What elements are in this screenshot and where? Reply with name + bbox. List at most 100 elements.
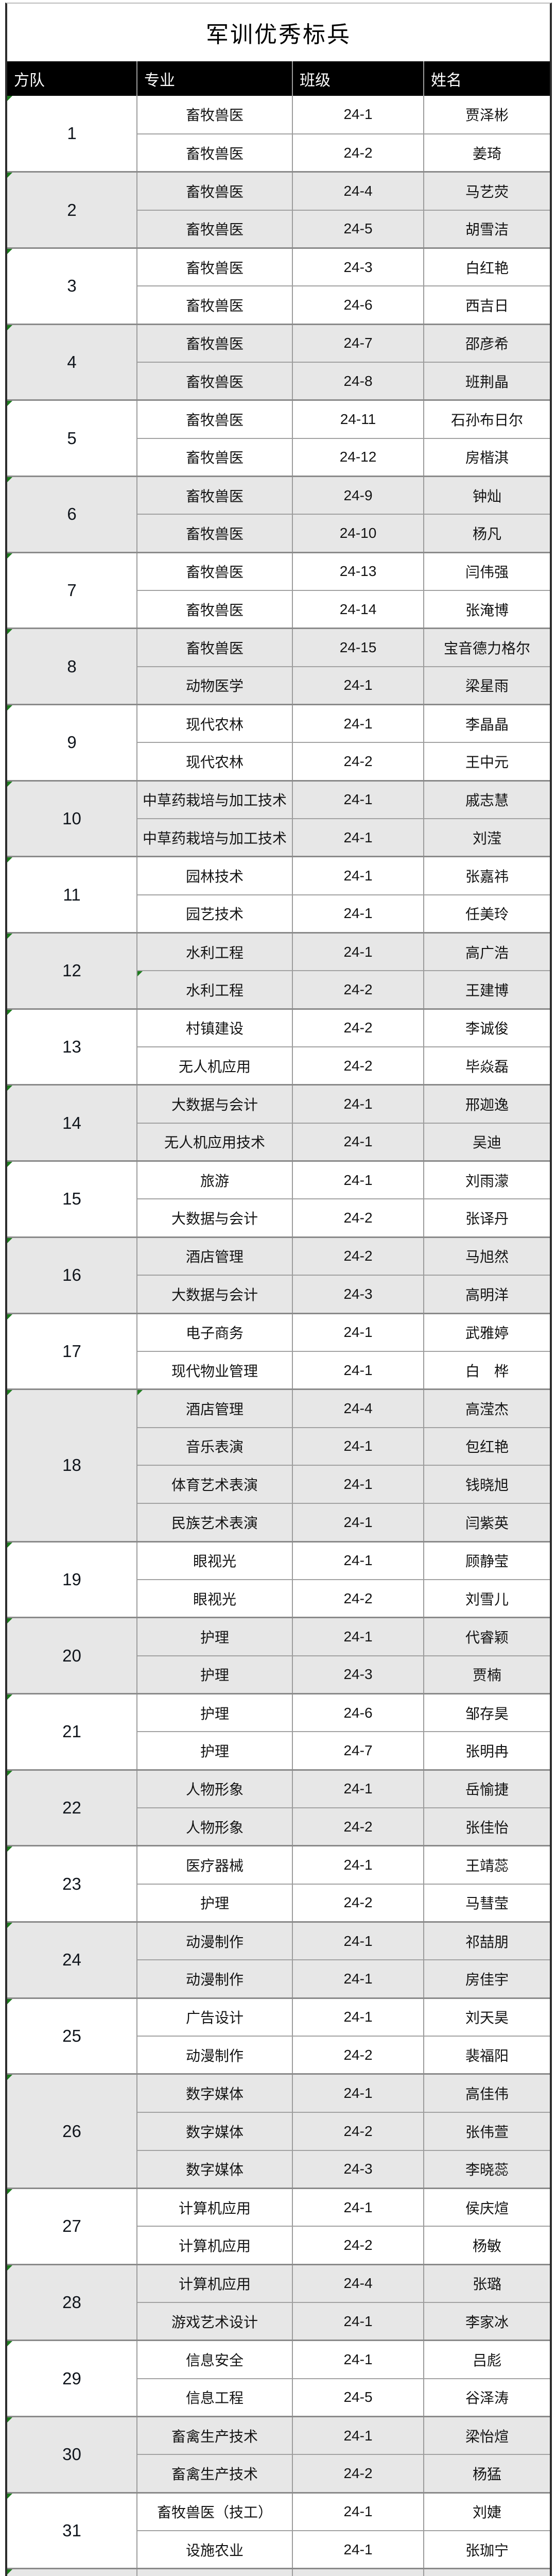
table-row: 信息工程 24-5 谷泽涛 [7,2378,550,2417]
major-cell: 现代物业管理 [136,1350,292,1389]
class-cell: 24-1 [292,2301,424,2341]
table-row: 畜牧兽医 24-12 房楷淇 [7,437,550,477]
major-cell: 畜牧兽医 [136,475,292,515]
name-cell: 张明冉 [423,1731,550,1770]
table-body: 1 畜牧兽医 24-1 贾泽彬 畜牧兽医 24-2 姜琦 2 畜牧兽医 24-4 马艺荧 畜牧兽医 24… [7,96,550,2576]
major-cell: 信息安全 [136,2340,292,2379]
class-cell: 24-2 [292,2111,424,2150]
table-row: 12 水利工程 24-1 高广浩 [7,932,550,1009]
major-cell: 畜牧兽医 [136,628,292,667]
table-row: 畜牧兽医 24-8 班荆晶 [7,361,550,400]
table-row: 4 畜牧兽医 24-7 邵彦希 [7,323,550,400]
table-frame: 军训优秀标兵 方队 专业 班级 姓名 1 畜牧兽医 24-1 贾泽彬 畜牧兽医 24-2 姜… [5,3,552,2576]
table-row: 动物医学 24-1 梁星雨 [7,666,550,705]
table-row: 30 畜禽生产技术 24-1 梁怡煊 [7,2415,550,2493]
class-cell: 24-1 [292,2492,424,2531]
major-cell: 水利工程 [136,932,292,971]
table-row: 计算机应用 24-2 杨敏 [7,2226,550,2265]
name-cell: 马彗莹 [423,1883,550,1922]
squad-cell: 6 [7,475,137,553]
name-cell: 贾泽彬 [423,96,550,134]
squad-cell: 26 [7,2073,137,2189]
table-row: 畜禽生产技术 24-2 杨猛 [7,2454,550,2493]
name-cell: 闫紫英 [423,1503,550,1542]
squad-cell: 14 [7,1084,137,1161]
class-cell: 24-1 [292,1350,424,1389]
major-cell: 数字媒体 [136,2073,292,2112]
major-cell: 护理 [136,1692,292,1732]
major-cell: 人物形象 [136,1769,292,1808]
class-cell: 24-10 [292,514,424,553]
class-cell: 24-13 [292,551,424,590]
squad-cell: 9 [7,704,137,781]
major-cell: 大数据与会计 [136,1275,292,1313]
major-cell: 现代农林 [136,742,292,781]
class-cell: 24-1 [292,2340,424,2379]
major-cell: 畜牧兽医 [136,551,292,590]
table-row: 人物形象 24-2 张佳怡 [7,1807,550,1846]
class-cell: 24-2 [292,1198,424,1238]
squad-cell: 10 [7,779,137,857]
col-header-major: 专业 [136,61,292,96]
table-row: 1 畜牧兽医 24-1 贾泽彬 [7,96,550,172]
name-cell: 张嘉祎 [423,856,550,895]
table-row: 29 信息安全 24-1 吕彪 [7,2340,550,2417]
table-row: 畜牧兽医 24-5 胡雪洁 [7,209,550,248]
name-cell: 侯庆煊 [423,2187,550,2227]
table-row: 22 人物形象 24-1 岳愉捷 [7,1769,550,1846]
name-cell: 包红艳 [423,1427,550,1466]
squad-cell: 20 [7,1617,137,1694]
name-cell: 李诚俊 [423,1008,550,1047]
class-cell: 24-1 [292,2187,424,2227]
name-cell: 高滢杰 [423,1388,550,1428]
table-row: 17 电子商务 24-1 武雅婷 [7,1312,550,1389]
major-cell: 畜禽生产技术 [136,2454,292,2493]
major-cell: 畜牧兽医 [136,96,292,134]
table-row: 无人机应用 24-2 毕焱磊 [7,1046,550,1085]
major-cell: 大数据与会计 [136,1198,292,1238]
major-cell: 民族艺术表演 [136,1503,292,1542]
class-cell: 24-2 [292,2036,424,2074]
major-cell: 计算机应用 [136,2226,292,2265]
col-header-squad: 方队 [7,61,137,96]
major-cell: 畜牧兽医 [136,285,292,325]
table-row: 16 酒店管理 24-2 马旭然 [7,1236,550,1313]
squad-cell: 23 [7,1845,137,1922]
table-row: 体育艺术表演 24-1 钱晓旭 [7,1465,550,1504]
table-row: 护理 24-2 马彗莹 [7,1883,550,1922]
table-row: 15 旅游 24-1 刘雨濛 [7,1160,550,1238]
table-row: 大数据与会计 24-3 高明洋 [7,1275,550,1313]
major-cell: 畜牧兽医 [136,171,292,210]
name-cell: 祁喆朋 [423,1921,550,1960]
name-cell: 胡雪洁 [423,209,550,248]
col-header-name: 姓名 [423,61,550,96]
table-row: 31 畜牧兽医（技工） 24-1 刘婕 [7,2492,550,2569]
honor-roll-table: 方队 专业 班级 姓名 1 畜牧兽医 24-1 贾泽彬 畜牧兽医 24-2 姜琦 2 畜牧兽医 2… [7,61,550,2576]
table-row: 护理 24-3 贾楠 [7,1655,550,1694]
header-row: 方队 专业 班级 姓名 [7,61,550,96]
major-cell: 体育艺术表演 [136,1465,292,1504]
table-row: 10 中草药栽培与加工技术 24-1 戚志慧 [7,779,550,857]
name-cell: 石孙布日尔 [423,399,550,438]
name-cell: 刘滢 [423,818,550,857]
major-cell: 畜牧兽医 [136,399,292,438]
name-cell: 刘天昊 [423,1997,550,2037]
major-cell: 中草药栽培与加工技术 [136,779,292,819]
class-cell: 24-2 [292,1883,424,1922]
table-row: 26 数字媒体 24-1 高佳伟 [7,2073,550,2189]
squad-cell: 16 [7,1236,137,1313]
major-cell: 畜牧兽医 [136,361,292,400]
major-cell: 护理 [136,1655,292,1694]
squad-cell: 15 [7,1160,137,1238]
name-cell: 张珈宁 [423,2530,550,2569]
major-cell: 现代农林 [136,704,292,743]
table-row: 畜牧兽医 24-6 西吉日 [7,285,550,325]
major-cell: 畜牧兽医 [136,323,292,362]
name-cell: 张璐 [423,2263,550,2302]
class-cell: 24-1 [292,1312,424,1351]
class-cell: 24-12 [292,437,424,477]
table-row: 现代农林 24-2 王中元 [7,742,550,781]
major-cell: 畜牧兽医 [136,133,292,172]
squad-cell: 3 [7,247,137,325]
class-cell: 24-1 [292,96,424,134]
